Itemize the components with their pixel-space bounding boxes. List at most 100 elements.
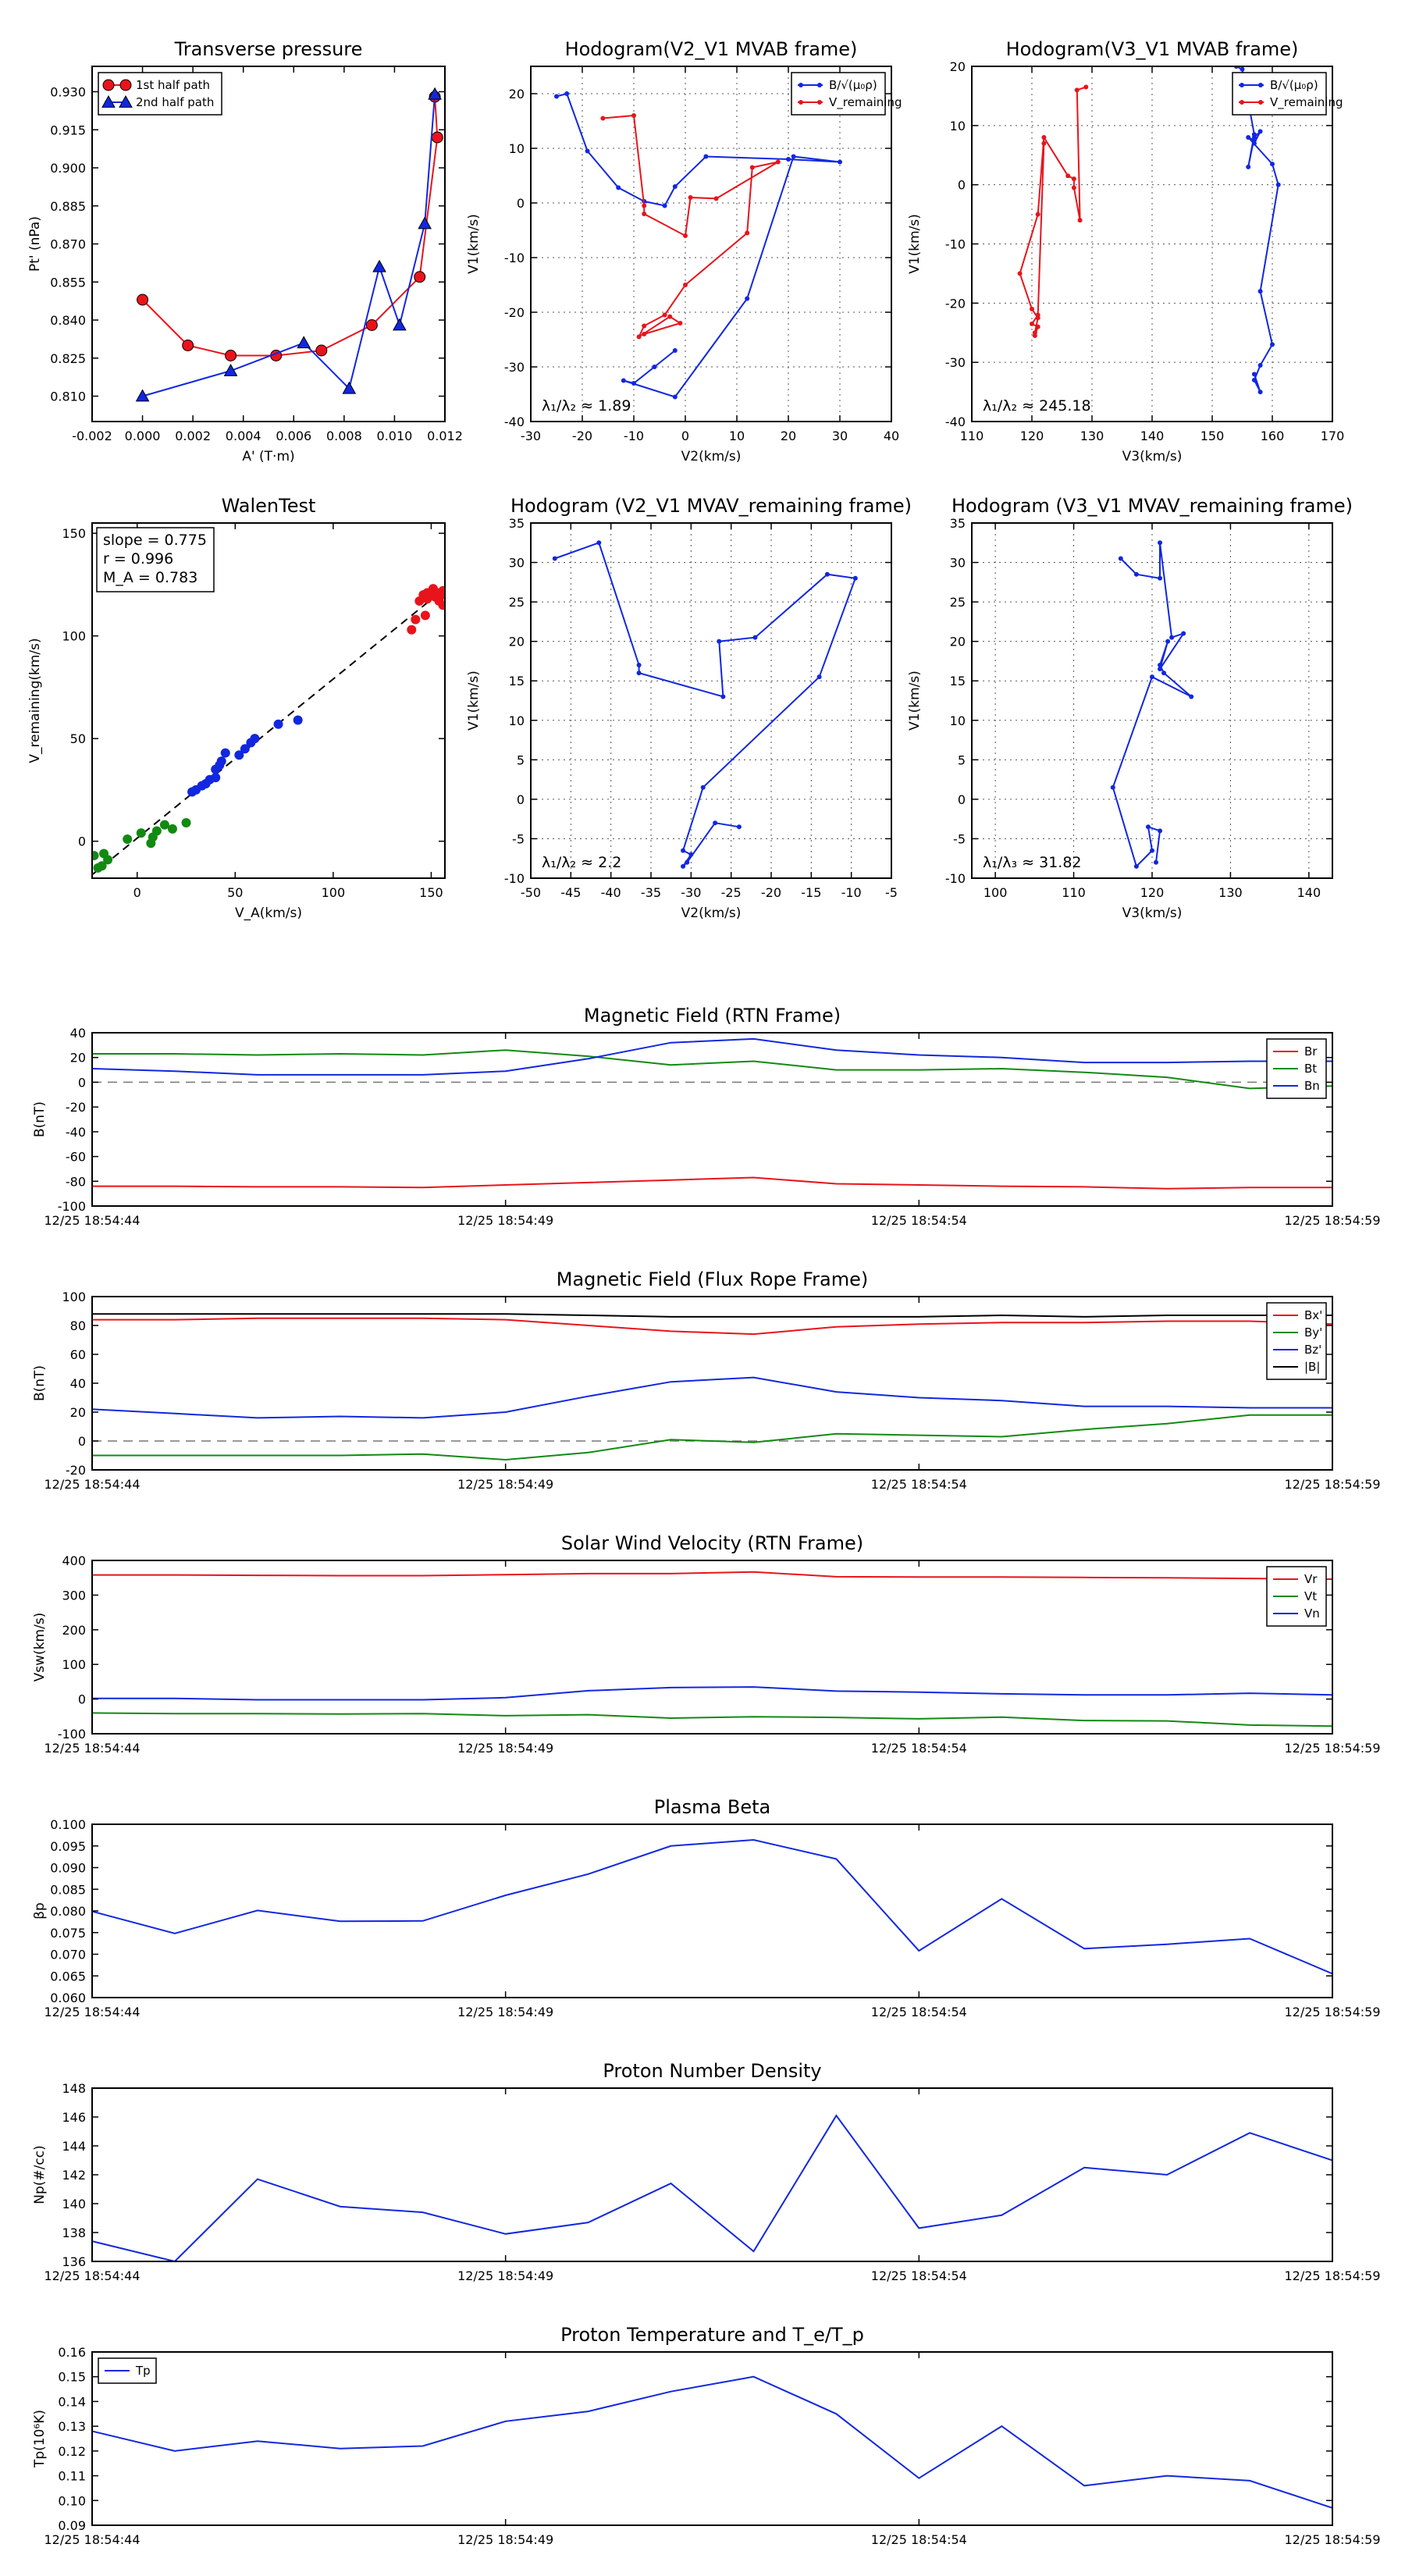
chart-walen-test: 0 50 100 150 0 50 100 150 WalenTest V_A(km/s) V_re… <box>27 495 446 921</box>
y-axis-label: V_remaining(km/s) <box>27 638 43 763</box>
legend-marker <box>817 83 822 87</box>
legend: Br Bt Bn <box>1266 1038 1327 1099</box>
data-point <box>642 203 647 208</box>
data-point <box>1145 824 1151 830</box>
data-point <box>1065 173 1071 179</box>
x-tick-label: 0.008 <box>326 429 362 443</box>
x-tick-label: 12/25 18:54:59 <box>1284 2268 1380 2283</box>
x-tick-label: -20 <box>761 885 781 900</box>
data-point <box>1077 218 1083 223</box>
data-point <box>414 271 426 283</box>
y-tick-label: 0.070 <box>50 1948 86 1962</box>
data-point <box>1071 176 1076 182</box>
y-tick-label: -5 <box>953 831 966 846</box>
data-point <box>211 773 221 783</box>
y-tick-label: -100 <box>58 1727 86 1742</box>
data-point <box>749 165 755 170</box>
legend-marker <box>1240 100 1244 105</box>
data-point <box>1030 321 1034 326</box>
axes-frame <box>91 522 446 879</box>
x-tick-label: -25 <box>721 885 742 900</box>
data-point <box>552 556 557 561</box>
legend-label: Tp <box>135 2364 151 2378</box>
chart-title: Magnetic Field (Flux Rope Frame) <box>557 1268 868 1290</box>
data-point <box>438 600 445 610</box>
data-point <box>135 389 150 402</box>
series-line-By' <box>92 1414 1332 1461</box>
x-tick-label: 130 <box>1218 885 1243 900</box>
series-line-beta <box>92 1838 1332 1975</box>
y-tick-label: 35 <box>509 516 525 531</box>
y-tick-label: 40 <box>70 1376 86 1391</box>
y-tick-label: -20 <box>66 1100 86 1115</box>
data-point <box>745 296 750 301</box>
y-tick-label: 0.09 <box>58 2518 86 2533</box>
x-tick-label: -35 <box>641 885 661 900</box>
y-tick-label: 100 <box>62 1290 86 1304</box>
x-tick-label: 0.010 <box>377 429 413 443</box>
x-tick-label: 12/25 18:54:44 <box>44 2005 140 2019</box>
y-tick-label: 0.10 <box>58 2493 86 2508</box>
data-point <box>240 744 250 754</box>
x-tick-label: 12/25 18:54:44 <box>44 1213 140 1228</box>
series-line-Np <box>92 2114 1332 2261</box>
data-point <box>1181 631 1186 636</box>
y-axis-label: V1(km/s) <box>907 214 923 274</box>
y-tick-label: 20 <box>950 59 966 74</box>
x-tick-label: 10 <box>729 429 745 443</box>
y-tick-label: 140 <box>62 2197 86 2211</box>
data-point <box>554 94 559 99</box>
legend-marker <box>1240 83 1244 87</box>
plot-area <box>92 1824 1332 1998</box>
y-tick-label: 0.075 <box>50 1926 86 1941</box>
y-axis-label: Tp(10⁶K) <box>32 2410 48 2468</box>
x-tick-label: 12/25 18:54:54 <box>871 1741 967 1756</box>
legend-label: B/√(μ₀ρ) <box>1270 78 1318 92</box>
y-tick-label: 10 <box>950 119 966 133</box>
data-point <box>225 350 237 361</box>
data-point <box>431 131 443 144</box>
plot-area <box>92 2352 1332 2525</box>
y-tick-label: 144 <box>62 2139 86 2154</box>
legend-label: Bx' <box>1304 1308 1322 1322</box>
y-tick-label: 148 <box>62 2081 86 2096</box>
y-tick-label: 0.930 <box>50 85 86 100</box>
x-tick-label: -15 <box>801 885 821 900</box>
y-tick-label: 0.870 <box>50 237 86 252</box>
data-point <box>1251 372 1257 377</box>
y-tick-label: 0.14 <box>58 2394 86 2409</box>
x-tick-label: -0.002 <box>72 429 112 443</box>
data-point <box>745 230 750 236</box>
data-point <box>223 363 238 376</box>
y-tick-label: -10 <box>504 251 525 265</box>
plot-area <box>92 1297 1332 1470</box>
y-tick-label: -5 <box>512 831 525 846</box>
legend-label: 2nd half path <box>136 95 214 109</box>
legend-label: Vn <box>1304 1606 1320 1621</box>
y-tick-label: -30 <box>504 360 525 375</box>
data-point <box>585 148 590 154</box>
data-point <box>688 852 694 857</box>
x-tick-label: 150 <box>1200 429 1225 443</box>
y-axis-label: Vsw(km/s) <box>32 1613 48 1682</box>
walen-stat-line: M_A = 0.783 <box>103 569 197 586</box>
y-tick-label: 5 <box>958 753 966 767</box>
data-point <box>167 824 177 834</box>
x-tick-label: 170 <box>1321 429 1345 443</box>
chart-proton-number-density: 12/25 18:54:44 12/25 18:54:49 12/25 18:54:… <box>32 2060 1381 2283</box>
x-axis-label: V_A(km/s) <box>235 906 302 921</box>
legend-label: B/√(μ₀ρ) <box>829 78 877 92</box>
eigenvalue-ratio-annotation: λ₁/λ₂ ≈ 2.2 <box>542 854 621 871</box>
legend-box <box>98 72 222 116</box>
walen-stat-line: slope = 0.775 <box>103 532 207 549</box>
y-tick-label: 100 <box>62 629 86 644</box>
chart-title: Hodogram (V2_V1 MVAV_remaining frame) <box>510 495 912 517</box>
chart-magnetic-field-rtn: 12/25 18:54:44 12/25 18:54:49 12/25 18:54:… <box>32 1005 1381 1228</box>
data-point <box>672 348 678 353</box>
data-point <box>838 159 842 165</box>
y-tick-label: -40 <box>66 1125 86 1140</box>
x-tick-label: 12/25 18:54:54 <box>871 1213 967 1228</box>
y-tick-label: -80 <box>66 1174 86 1189</box>
legend-label: V_remaining <box>1270 95 1343 110</box>
